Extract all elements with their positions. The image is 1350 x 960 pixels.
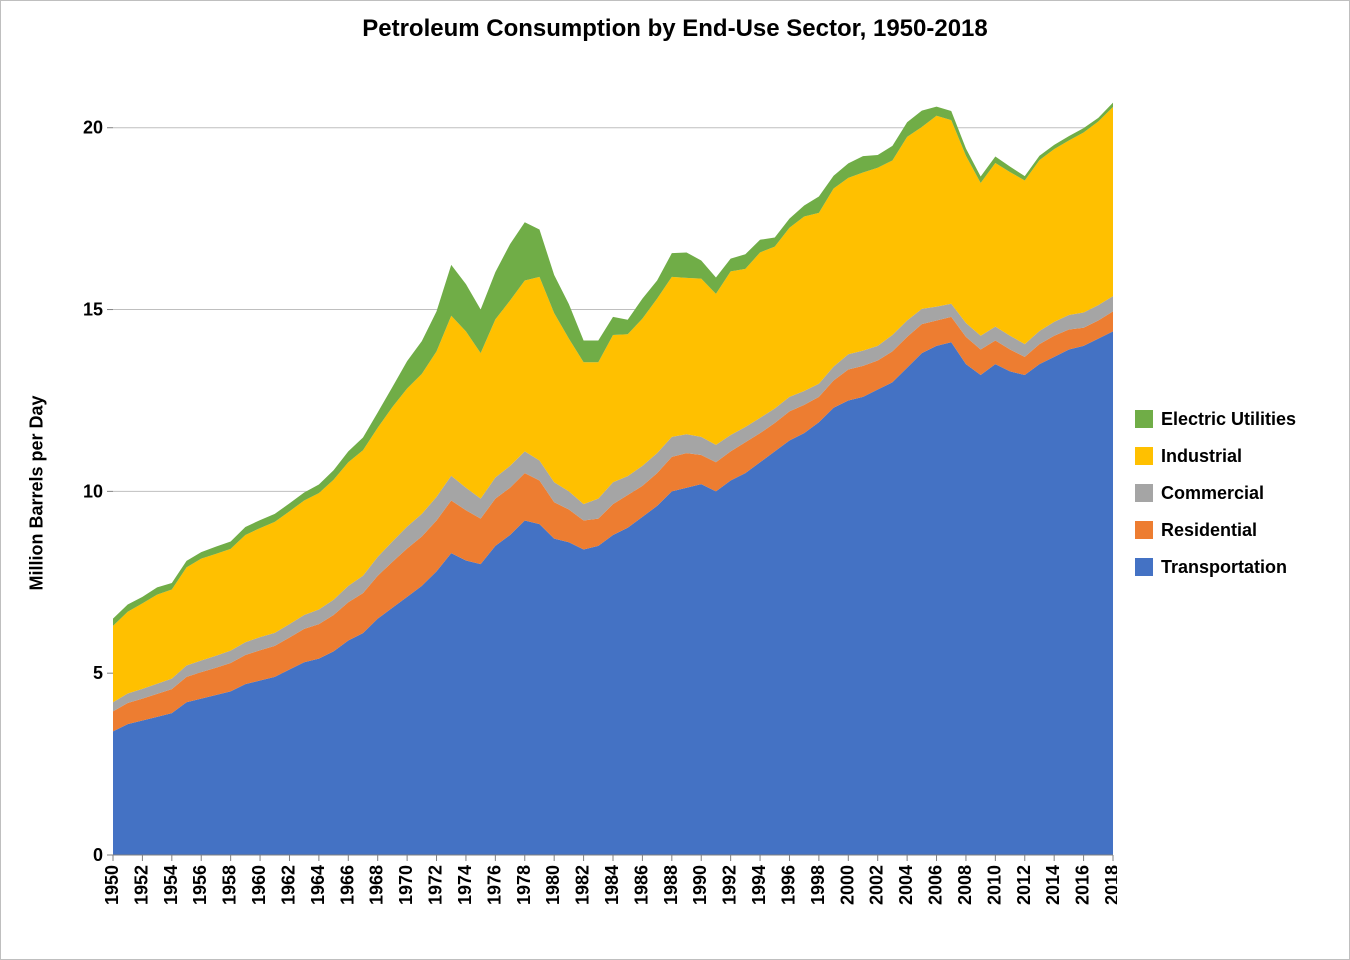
x-tick-label: 1972 [426,865,446,905]
x-tick-label: 1964 [308,865,328,905]
legend-label: Residential [1161,520,1257,541]
x-tick-label: 1974 [455,865,475,905]
y-tick-label: 20 [83,118,103,138]
legend-swatch [1135,447,1153,465]
legend-label: Electric Utilities [1161,409,1296,430]
x-tick-label: 1950 [102,865,122,905]
legend-label: Commercial [1161,483,1264,504]
x-tick-label: 1966 [337,865,357,905]
legend-column: Electric Utilities Industrial Commercial Re… [1117,49,1350,937]
x-tick-label: 1992 [720,865,740,905]
y-tick-label: 0 [93,845,103,865]
y-axis-label: Million Barrels per Day [27,395,48,590]
x-tick-label: 2012 [1014,865,1034,905]
x-tick-label: 1982 [573,865,593,905]
x-tick-label: 2002 [867,865,887,905]
x-tick-label: 2004 [896,865,916,905]
x-tick-label: 1958 [220,865,240,905]
x-tick-label: 1970 [396,865,416,905]
y-axis-label-wrap: Million Barrels per Day [19,49,55,937]
x-tick-label: 1988 [661,865,681,905]
legend-item: Commercial [1135,483,1296,504]
legend-item: Transportation [1135,557,1296,578]
x-tick-label: 1986 [631,865,651,905]
legend: Electric Utilities Industrial Commercial Re… [1135,409,1296,578]
x-tick-label: 1952 [131,865,151,905]
y-tick-label: 10 [83,481,103,501]
chart-frame: Petroleum Consumption by End-Use Sector,… [0,0,1350,960]
legend-swatch [1135,558,1153,576]
stacked-area-chart: 0 5 10 15 20 1950 1952 1954 1956 1958 1960 1962 1964… [55,49,1117,913]
legend-label: Transportation [1161,557,1287,578]
y-tick-label: 5 [93,663,103,683]
x-tick-label: 1996 [778,865,798,905]
legend-item: Electric Utilities [1135,409,1296,430]
x-tick-label: 2008 [955,865,975,905]
legend-swatch [1135,521,1153,539]
x-tick-label: 1976 [484,865,504,905]
x-tick-label: 2016 [1073,865,1093,905]
x-tick-label: 2010 [984,865,1004,905]
x-tick-label: 1956 [190,865,210,905]
x-tick-label: 1994 [749,865,769,905]
x-tick-label: 1968 [367,865,387,905]
legend-label: Industrial [1161,446,1242,467]
plot-column: 0 5 10 15 20 1950 1952 1954 1956 1958 1960 1962 1964… [55,49,1117,937]
x-tick-label: 1980 [543,865,563,905]
chart-row: Million Barrels per Day 0 5 10 15 20 1950 1952… [19,49,1331,937]
x-tick-label: 1960 [249,865,269,905]
x-tick-label: 2018 [1102,865,1117,905]
legend-swatch [1135,410,1153,428]
y-tick-label: 15 [83,300,103,320]
x-tick-label: 2000 [837,865,857,905]
x-tick-label: 1990 [690,865,710,905]
x-tick-label: 1978 [514,865,534,905]
x-tick-label: 2014 [1043,865,1063,905]
legend-item: Industrial [1135,446,1296,467]
x-tick-label: 2006 [926,865,946,905]
legend-swatch [1135,484,1153,502]
legend-item: Residential [1135,520,1296,541]
chart-title: Petroleum Consumption by End-Use Sector,… [19,15,1331,43]
x-tick-label: 1998 [808,865,828,905]
x-tick-label: 1984 [602,865,622,905]
x-tick-label: 1962 [278,865,298,905]
x-tick-label: 1954 [161,865,181,905]
